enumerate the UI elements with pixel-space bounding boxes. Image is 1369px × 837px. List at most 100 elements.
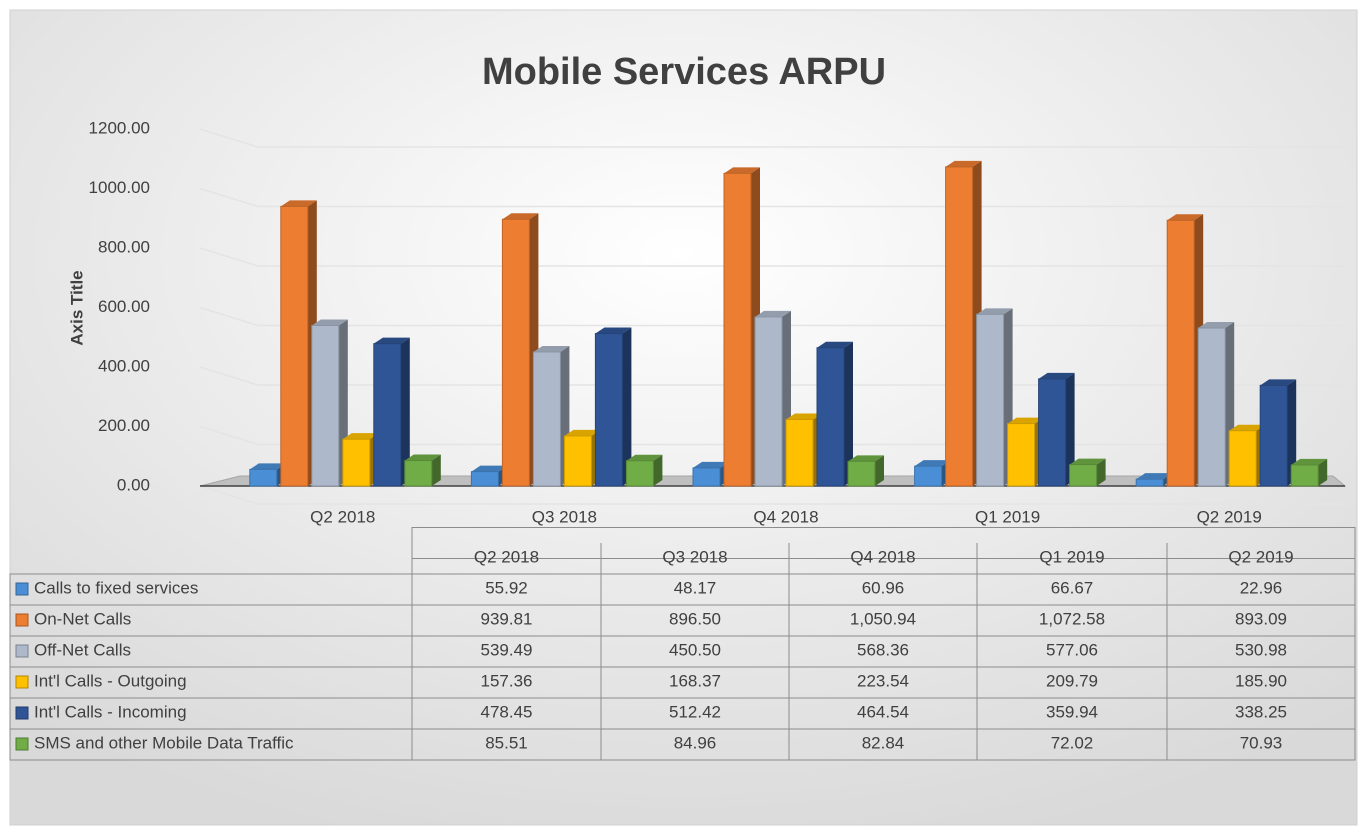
table-cell: 539.49 [481,640,533,659]
y-tick-label: 800.00 [98,237,150,256]
bar [373,343,402,487]
y-tick-label: 400.00 [98,356,150,375]
table-cell: 1,050.94 [850,609,916,628]
chart-background [9,9,1358,826]
bar [976,313,1005,487]
bar [1228,430,1257,487]
legend-label: SMS and other Mobile Data Traffic [34,733,294,752]
table-cell: 70.93 [1240,733,1283,752]
bar-top [1007,417,1044,424]
bar-side [622,327,632,486]
y-tick-label: 200.00 [98,416,150,435]
bar-top [1229,424,1266,431]
bar [692,467,721,487]
bar-side [1318,458,1328,486]
table-cell: 893.09 [1235,609,1287,628]
table-cell: 168.37 [669,671,721,690]
x-tick-label: Q2 2018 [310,507,375,526]
bar [311,325,340,487]
bar-top [280,200,317,207]
bar [501,218,530,487]
bar [1135,478,1164,487]
table-cell: 209.79 [1046,671,1098,690]
grid-line [199,485,1345,505]
table-cell: 577.06 [1046,640,1098,659]
bar-top [755,310,791,317]
legend-key [15,706,29,720]
bar-top [626,454,663,461]
legend-label: Calls to fixed services [34,578,198,597]
table-cell: 939.81 [481,609,533,628]
bar-side [431,454,441,486]
bar [723,172,752,487]
bar-top [945,160,982,167]
table-cell: 478.45 [481,702,533,721]
bar-top [1198,322,1235,329]
table-cell: 530.98 [1235,640,1287,659]
bar [816,347,845,487]
table-cell: 450.50 [669,640,721,659]
legend-key [15,737,29,751]
x-tick-label: Q4 2018 [753,507,818,526]
y-tick-label: 600.00 [98,297,150,316]
bar-top [373,337,410,344]
bar [470,471,499,487]
bar-top [595,327,632,334]
x-tick-label: Q2 2019 [1197,507,1262,526]
bar [249,468,278,487]
bar [532,351,561,487]
bar-top [1038,372,1075,379]
table-cell: 223.54 [857,671,909,690]
bar [754,316,783,487]
table-header: Q4 2018 [850,547,915,566]
grid-line [199,128,1345,148]
bar-top [786,413,822,420]
y-tick-label: 1000.00 [89,178,150,197]
legend-key [15,582,29,596]
bar-side [1065,372,1075,486]
grid-line [199,247,1345,267]
legend-label: Int'l Calls - Outgoing [34,671,187,690]
bar-top [533,345,570,352]
bar [1007,423,1036,487]
table-cell: 464.54 [857,702,909,721]
bar-top [848,455,884,462]
bar [625,460,654,487]
bar-side [400,337,410,486]
table-cell: 896.50 [669,609,721,628]
x-tick-label: Q3 2018 [532,507,597,526]
legend-label: Off-Net Calls [34,640,131,659]
legend-key [15,613,29,627]
bar-top [1291,458,1328,465]
legend-key [15,644,29,658]
bar [563,435,592,487]
table-cell: 66.67 [1051,578,1094,597]
table-cell: 185.90 [1235,671,1287,690]
legend-label: On-Net Calls [34,609,131,628]
bar-top [404,454,441,461]
bar [404,460,433,487]
table-cell: 60.96 [862,578,905,597]
bar [785,418,814,487]
bar-top [564,429,601,436]
bar-top [1260,379,1297,386]
bar-top [342,433,379,440]
table-cell: 84.96 [674,733,717,752]
x-tick-label: Q1 2019 [975,507,1040,526]
table-row [9,728,1356,761]
table-cell: 1,072.58 [1039,609,1105,628]
bar [1038,378,1067,487]
table-cell: 359.94 [1046,702,1098,721]
bar-top [471,465,508,472]
bar [1259,384,1288,487]
bar-side [844,341,853,486]
bar-top [311,319,348,326]
grid-line [199,187,1345,208]
table-cell: 512.42 [669,702,721,721]
bar-side [653,454,663,486]
bar-top [1069,458,1106,465]
bar-side [875,455,884,486]
table-cell: 22.96 [1240,578,1283,597]
table-header: Q1 2019 [1039,547,1104,566]
bar-top [1136,473,1173,480]
